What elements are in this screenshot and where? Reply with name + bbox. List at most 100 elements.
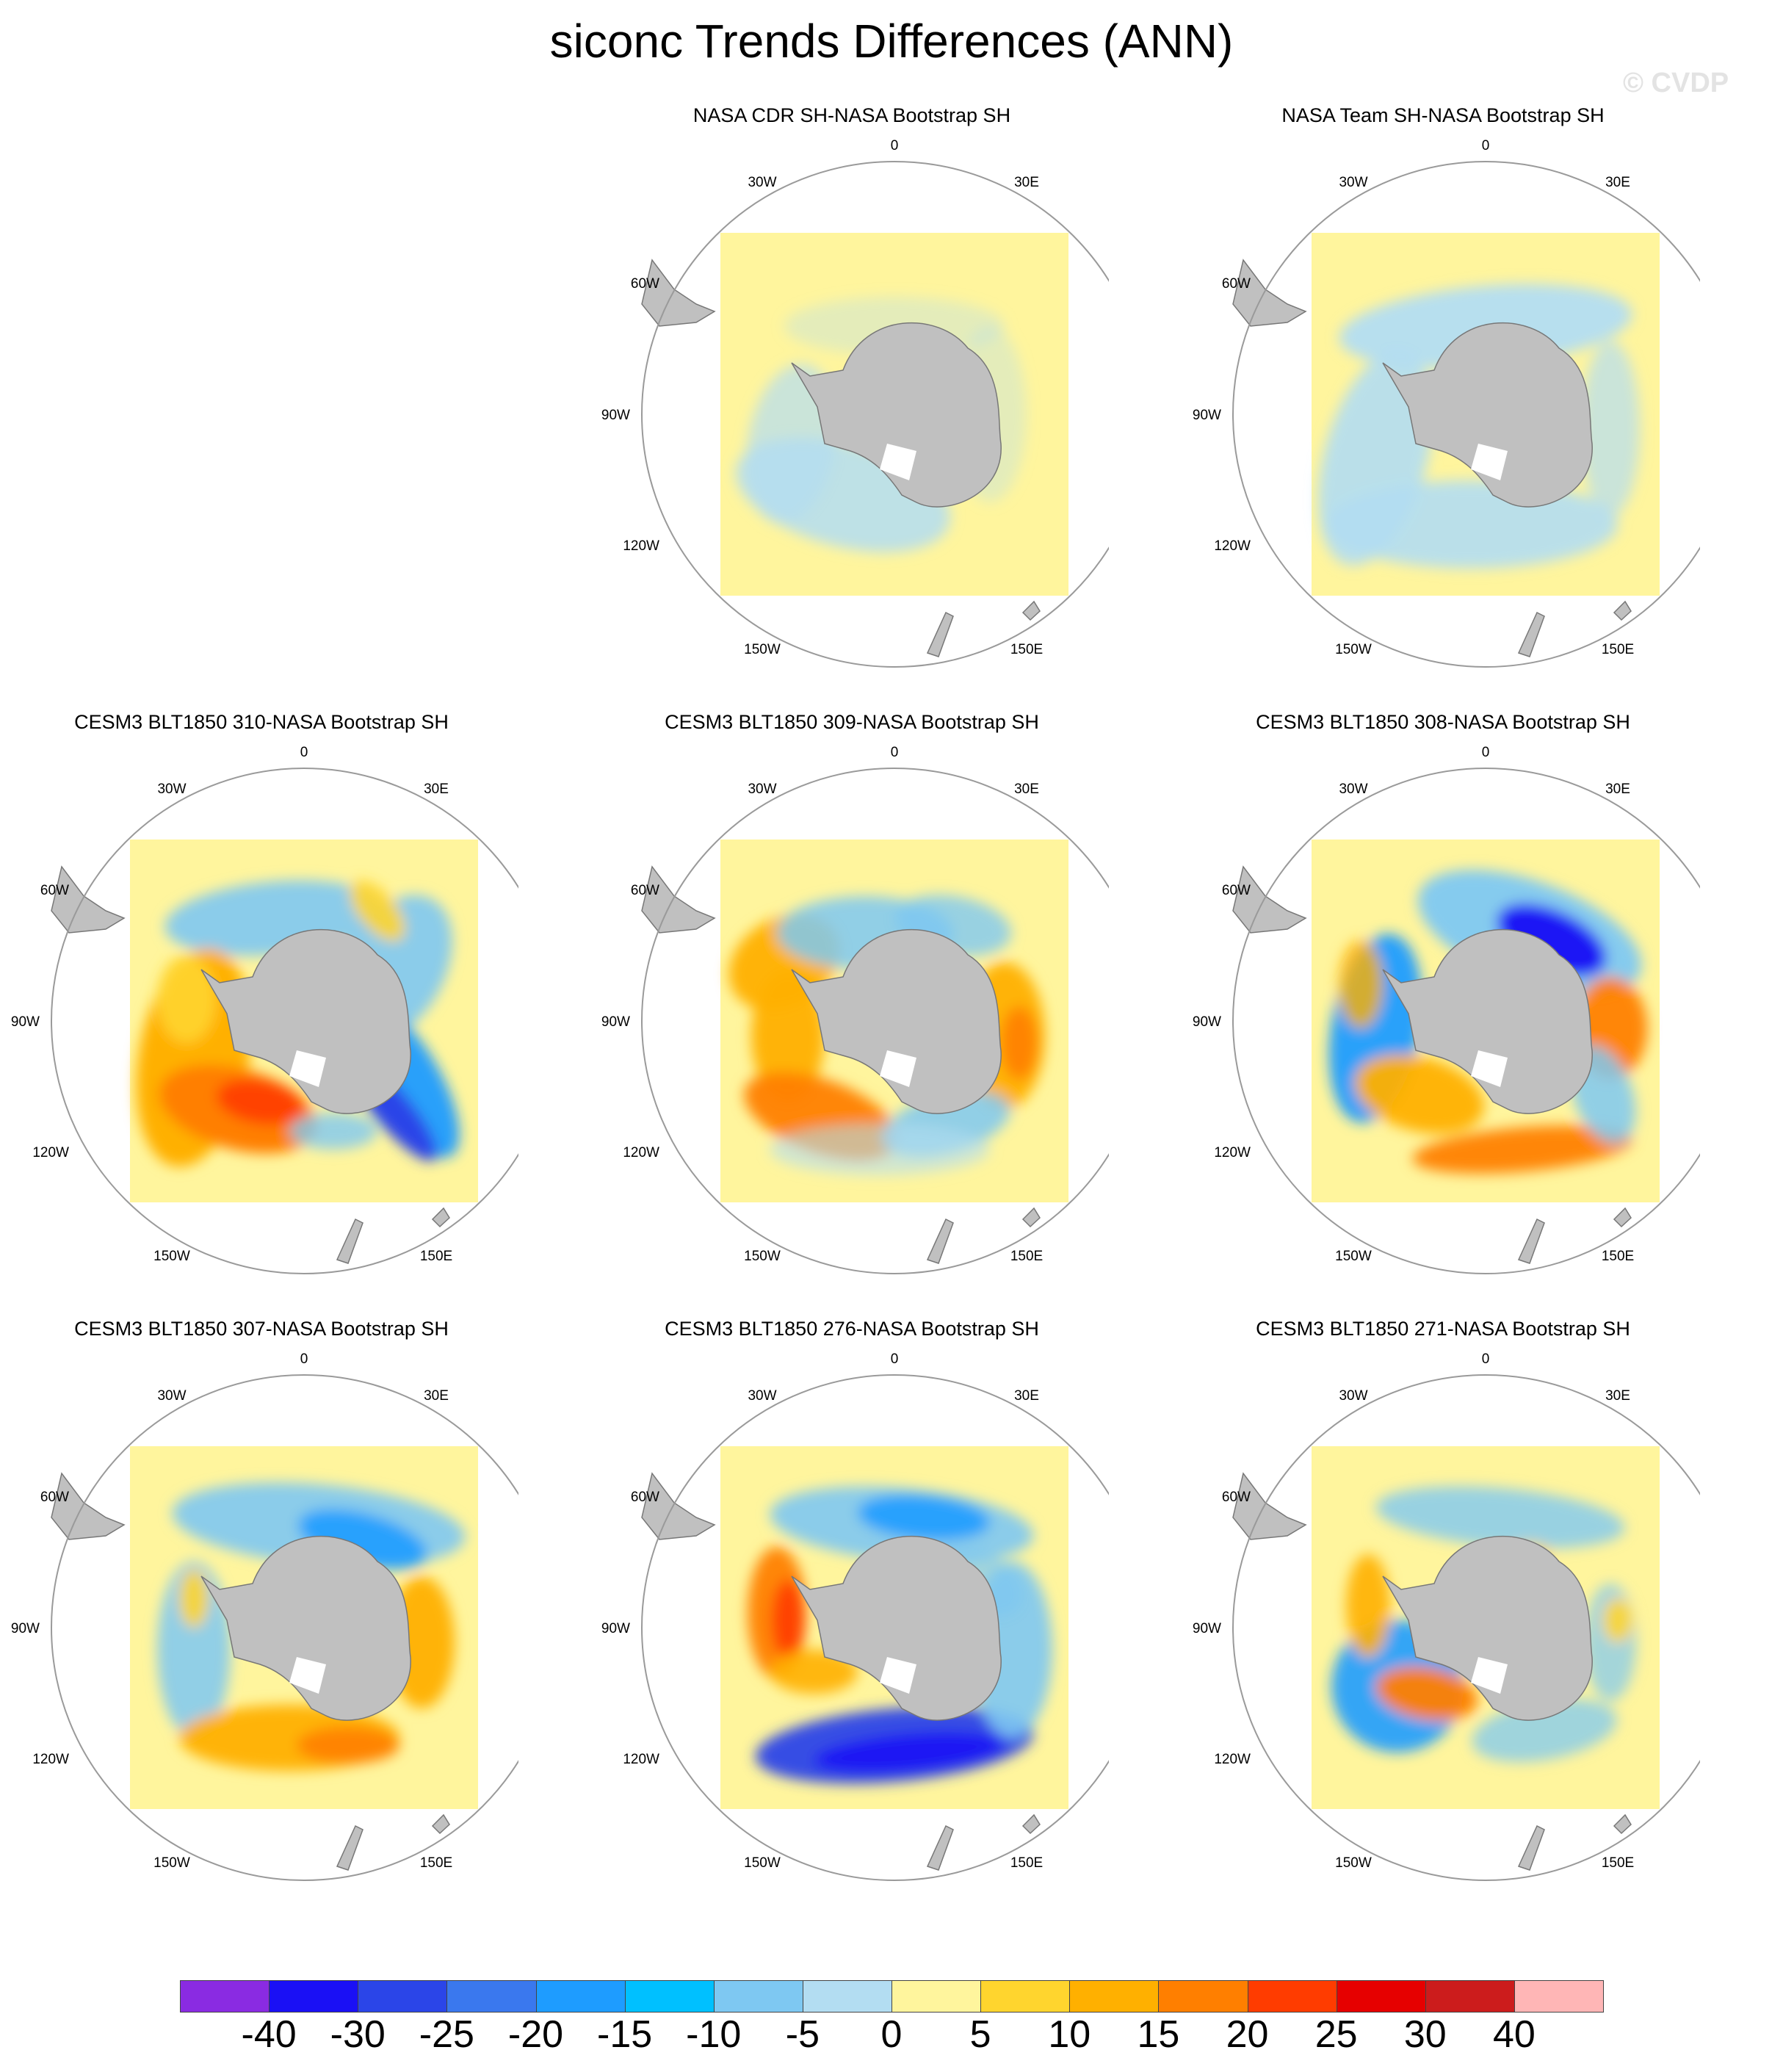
longitude-label: 150E	[1010, 1249, 1043, 1264]
panel-title: CESM3 BLT1850 271-NASA Bootstrap SH	[1256, 1318, 1630, 1340]
colorbar-tick-label: -15	[597, 2013, 653, 2056]
longitude-label: 30E	[1014, 175, 1039, 190]
colorbar-swatch	[802, 1980, 892, 2013]
longitude-label: 150W	[1335, 1249, 1372, 1264]
map-boundary	[641, 1374, 1109, 1881]
longitude-label: 150W	[1335, 642, 1372, 657]
longitude-label: 120W	[1214, 538, 1251, 554]
anomaly-region	[814, 1732, 1005, 1773]
anomaly-region	[179, 1569, 209, 1628]
new-zealand-landmass	[926, 1824, 954, 1871]
ice-shelf	[1471, 1657, 1508, 1694]
colorbar-swatch	[269, 1980, 359, 2013]
south-america-landmass	[641, 1472, 716, 1540]
map-panel: CESM3 BLT1850 308-NASA Bootstrap SH 0 30E 6…	[1186, 710, 1700, 1282]
longitude-label: 150W	[153, 1249, 190, 1264]
antarctica-landmass	[1382, 322, 1593, 508]
new-zealand-landmass	[1517, 611, 1545, 657]
map-panel: NASA Team SH-NASA Bootstrap SH030E60E90E…	[1186, 103, 1700, 676]
anomaly-region	[1581, 341, 1640, 517]
anomaly-region	[297, 1727, 399, 1764]
antarctica-landmass	[200, 928, 411, 1114]
longitude-label: 150W	[744, 642, 781, 657]
ice-shelf	[289, 1050, 326, 1087]
anomaly-region	[745, 364, 838, 524]
longitude-label: 90W	[601, 408, 630, 423]
colorbar-swatch	[713, 1980, 803, 2013]
anomaly-region	[1355, 1055, 1484, 1134]
anomaly-region	[1346, 1554, 1390, 1657]
map-boundary	[1232, 768, 1700, 1274]
colorbar-tick-label: -40	[241, 2013, 297, 2056]
colorbar-tick-label: 30	[1403, 2013, 1447, 2056]
tasmania-landmass	[1021, 600, 1041, 621]
polar-map: 030E60E90E120E150E180150W120W90W60W30W	[11, 1351, 518, 1881]
map-boundary	[641, 768, 1109, 1274]
longitude-label: 120W	[623, 1145, 659, 1160]
panel-title: NASA Team SH-NASA Bootstrap SH	[1281, 104, 1605, 126]
anomaly-region	[289, 1113, 377, 1149]
colorbar-tick-label: 25	[1314, 2013, 1358, 2056]
tasmania-landmass	[431, 1813, 450, 1835]
longitude-label: 0	[1482, 745, 1490, 760]
anomaly-region	[770, 1124, 990, 1175]
anomaly-region	[751, 970, 825, 1102]
longitude-label: 0	[300, 745, 308, 760]
new-zealand-landmass	[926, 611, 954, 657]
longitude-label: 30E	[424, 781, 449, 797]
anomaly-region	[1339, 940, 1383, 1028]
longitude-label: 120W	[623, 538, 659, 554]
longitude-label: 150E	[1602, 642, 1634, 657]
colorbar-swatch	[1336, 1980, 1426, 2013]
panel-title: CESM3 BLT1850 310-NASA Bootstrap SH	[74, 711, 449, 733]
colorbar-tick-label: -10	[686, 2013, 742, 2056]
longitude-label: 90W	[1193, 1621, 1221, 1636]
longitude-label: 0	[891, 138, 899, 154]
longitude-label: 30W	[1339, 175, 1367, 190]
anomaly-region	[1603, 1598, 1632, 1642]
longitude-label: 150E	[420, 1249, 452, 1264]
anomaly-region	[858, 1495, 990, 1540]
longitude-label: 30E	[424, 1388, 449, 1404]
colorbar-swatch	[180, 1980, 270, 2013]
antarctica-landmass	[791, 1535, 1002, 1721]
longitude-label: 60W	[40, 1490, 69, 1505]
anomaly-region	[1375, 1667, 1478, 1721]
colorbar-tick-label: -25	[419, 2013, 474, 2056]
colorbar-swatch	[358, 1980, 448, 2013]
panel-title: CESM3 BLT1850 307-NASA Bootstrap SH	[74, 1318, 449, 1340]
data-field	[1312, 233, 1660, 596]
longitude-label: 60W	[631, 276, 659, 292]
longitude-label: 90W	[11, 1014, 40, 1030]
colorbar-tick-label: 40	[1492, 2013, 1536, 2056]
longitude-label: 0	[1482, 1351, 1490, 1367]
panel-title: CESM3 BLT1850 309-NASA Bootstrap SH	[665, 711, 1039, 733]
data-field	[130, 840, 478, 1202]
colorbar-swatch	[980, 1980, 1071, 2013]
longitude-label: 30W	[748, 1388, 776, 1404]
south-america-landmass	[51, 1472, 126, 1540]
tasmania-landmass	[1613, 1207, 1632, 1228]
main-title: siconc Trends Differences (ANN)	[549, 15, 1234, 68]
map-panel: CESM3 BLT1850 310-NASA Bootstrap SH 0 30E 6…	[4, 710, 518, 1282]
tasmania-landmass	[1021, 1207, 1041, 1228]
longitude-label: 30E	[1605, 1388, 1630, 1404]
longitude-label: 30E	[1605, 175, 1630, 190]
data-field	[720, 1446, 1068, 1809]
south-america-landmass	[1232, 259, 1307, 327]
polar-map: 030E60E90E120E150E180150W120W90W60W30W	[1193, 138, 1700, 668]
panel-title: NASA CDR SH-NASA Bootstrap SH	[692, 104, 1011, 126]
ice-shelf	[1471, 1050, 1508, 1087]
map-boundary	[1232, 161, 1700, 668]
longitude-label: 90W	[1193, 1014, 1221, 1030]
anomaly-region	[1585, 1584, 1636, 1701]
map-boundary	[51, 1374, 518, 1881]
colorbar-swatch	[535, 1980, 626, 2013]
longitude-label: 150E	[1602, 1855, 1634, 1871]
ice-shelf	[880, 1657, 916, 1694]
map-boundary	[51, 768, 518, 1274]
tasmania-landmass	[1613, 600, 1632, 621]
watermark: © CVDP	[1623, 68, 1729, 98]
colorbar-tick-label: -20	[507, 2013, 564, 2056]
data-field	[1312, 840, 1660, 1202]
